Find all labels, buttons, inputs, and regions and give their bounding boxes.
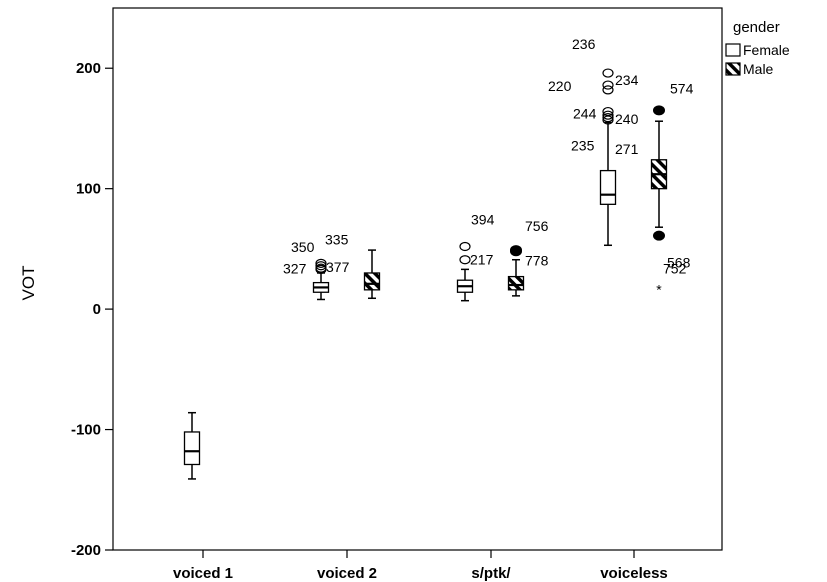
outlier-star: * [656,282,662,298]
outlier-label: 756 [525,218,549,234]
box-iqr [507,275,525,291]
outlier-label: 220 [548,78,572,94]
plot-frame [112,7,723,551]
outlier-circle [602,68,614,78]
y-tick-label: 200 [76,60,101,77]
outlier-filled [510,246,522,257]
box-iqr [599,169,617,205]
outlier-label: 778 [525,252,549,268]
outlier-label: 377 [326,259,350,275]
box-group: 394 217 [456,211,495,302]
x-tick-label: voiced 2 [317,565,377,582]
outlier-label: 244 [573,106,597,122]
outlier-circle [602,85,614,95]
outlier-circle [459,241,471,252]
outlier-label: 240 [615,111,639,127]
outlier-filled [653,230,665,241]
outlier-circle [315,258,327,268]
x-tick-label: voiced 1 [173,565,233,582]
box-iqr [363,272,381,291]
outlier-label: 236 [572,36,596,52]
legend-label: Female [743,42,790,58]
outlier-label: 234 [615,72,639,88]
outlier-label: 271 [615,141,639,157]
legend-swatch [725,62,741,76]
outlier-label: 752 [663,261,687,277]
outlier-circle [602,115,614,125]
box-group: 327 350 335 377 [283,231,350,301]
outlier-label: 394 [471,211,495,227]
outlier-label: 568 [667,255,691,271]
outlier-circle [315,263,327,273]
outlier-circle [602,113,614,123]
x-tick-label: voiceless [600,565,668,582]
y-tick-label: 100 [76,181,101,198]
box-group: 574 568 *752 [650,80,694,298]
y-tick-label: 0 [93,301,101,318]
outlier-label: 574 [670,80,694,96]
outlier-label: 235 [571,138,595,154]
legend-swatch [725,43,741,57]
y-axis-title: VOT [19,266,38,301]
x-axis: voiced 1 voiced 2 s/ptk/voiceless [173,550,668,582]
box-group [183,411,201,480]
box-iqr [183,431,201,466]
outlier-circle [459,255,471,265]
outlier-circle [602,80,614,90]
y-tick-label: -100 [71,422,101,439]
box-group: 756 778 [507,218,549,297]
outlier-label: 350 [291,239,315,255]
outlier-circle [602,110,614,120]
outlier-label: 327 [283,260,307,276]
legend-label: Male [743,61,774,77]
box-group [363,249,381,300]
outlier-label: 335 [325,231,349,247]
y-axis: -200 -100 0 100 200 [71,60,113,559]
legend-title: gender [733,19,780,36]
outlier-label: 217 [470,252,494,268]
outlier-circle [315,261,327,271]
legend: gender Female Male [725,19,790,77]
x-tick-label: s/ptk/ [471,565,511,582]
outlier-filled [653,105,665,116]
y-tick-label: -200 [71,542,101,559]
